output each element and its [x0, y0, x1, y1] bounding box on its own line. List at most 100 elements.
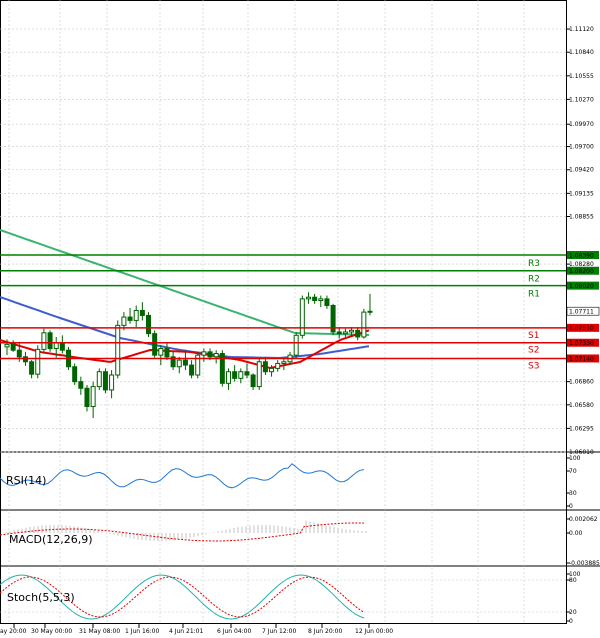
candle-body	[312, 296, 318, 302]
x-tick-label: 8 Jun 20:00	[308, 628, 342, 635]
candle-body	[164, 348, 170, 358]
ma-green-line	[0, 229, 370, 336]
candle-body	[176, 359, 182, 368]
y-tick-label: 1.10270	[569, 96, 594, 103]
candle-body	[47, 332, 53, 350]
candle-body	[269, 367, 275, 373]
candle-body	[213, 353, 219, 358]
candle-body	[170, 356, 176, 368]
candle-body	[342, 331, 348, 335]
candle-body	[281, 361, 287, 364]
macd-signal-line	[0, 522, 365, 542]
candle-body	[330, 304, 336, 333]
stoch-label: Stoch(5,5,3)	[7, 591, 75, 604]
rsi-tick-label: 30	[569, 490, 577, 497]
candle-body	[146, 314, 152, 335]
level-value-s2: 1.07330	[569, 340, 594, 347]
candle-body	[262, 361, 268, 373]
candle-body	[90, 386, 96, 407]
candle-body	[250, 374, 256, 388]
candle-body	[16, 349, 22, 358]
y-tick-label: 1.09970	[569, 121, 594, 128]
level-name-s3: S3	[528, 361, 539, 371]
candle-body	[53, 342, 59, 350]
x-tick-label: 31 May 08:00	[79, 628, 120, 635]
candle-body	[324, 298, 330, 306]
candle-body	[318, 298, 324, 302]
rsi-tick-label: 70	[569, 468, 577, 475]
x-tick-label: 6 Jun 04:00	[217, 628, 251, 635]
level-tag-r2	[567, 266, 599, 275]
level-name-r2: R2	[528, 275, 540, 285]
y-tick-label: 1.08280	[569, 261, 594, 268]
current-price-tag	[566, 306, 600, 316]
candle-body	[115, 324, 121, 376]
current-price-label: 1.07711	[569, 309, 594, 316]
level-value-s1: 1.07510	[569, 325, 594, 332]
chart-frame	[0, 0, 567, 624]
candle-body	[139, 309, 145, 316]
candle-body	[275, 362, 281, 369]
rsi-tick-label: 0	[569, 503, 573, 510]
candle-body	[121, 316, 127, 326]
x-tick-label: ay 20:00	[0, 628, 27, 635]
level-value-s3: 1.07140	[569, 356, 594, 363]
candle-body	[293, 334, 299, 356]
x-tick-label: 1 Jun 16:00	[125, 628, 159, 635]
y-tick-label: 1.10840	[569, 49, 594, 56]
y-tick-label: 1.06010	[569, 449, 594, 456]
y-tick-label: 1.09135	[569, 190, 594, 197]
candle-body	[207, 351, 213, 358]
candle-body	[84, 387, 90, 407]
candle-body	[305, 296, 311, 300]
stoch-tick-label: 20	[569, 609, 577, 616]
candle-body	[349, 329, 355, 333]
rsi-label: RSI(14)	[6, 474, 46, 487]
candle-body	[96, 371, 102, 388]
candle-body	[78, 381, 84, 389]
stoch-tick-label: 0	[569, 618, 573, 625]
candle-body	[299, 298, 305, 336]
stoch-tick-label: 80	[569, 577, 577, 584]
x-tick-label: 7 Jun 12:00	[262, 628, 296, 635]
y-tick-label: 1.10555	[569, 73, 594, 80]
macd-tick-label: -0.003885	[569, 560, 600, 567]
candle-body	[367, 310, 373, 313]
macd-label: MACD(12,26,9)	[9, 533, 93, 546]
y-tick-label: 1.06580	[569, 402, 594, 409]
rsi-line	[0, 463, 365, 489]
stoch-d-line	[0, 576, 365, 618]
y-tick-label: 1.09420	[569, 167, 594, 174]
candle-body	[158, 348, 164, 356]
candle-body	[133, 309, 139, 321]
y-tick-label: 1.06295	[569, 425, 594, 432]
candle-body	[22, 356, 28, 363]
rsi-tick-label: 100	[569, 455, 581, 462]
candle-body	[10, 343, 16, 351]
macd-tick-label: 0.002062	[569, 516, 598, 523]
candle-body	[225, 371, 231, 384]
candle-body	[41, 332, 47, 350]
level-name-r3: R3	[528, 259, 540, 269]
candle-body	[72, 366, 78, 383]
candle-body	[4, 343, 10, 348]
x-tick-label: 4 Jun 21:01	[169, 628, 203, 635]
candle-body	[182, 359, 188, 366]
candle-body	[244, 371, 250, 376]
candle-body	[29, 361, 35, 375]
candle-body	[127, 316, 133, 321]
level-tag-s1	[567, 323, 599, 332]
level-name-s1: S1	[528, 331, 539, 341]
level-tag-r3	[567, 251, 599, 260]
level-tag-s2	[567, 338, 599, 347]
stoch-tick-label: 100	[569, 571, 581, 578]
level-value-r3: 1.08390	[569, 252, 594, 259]
ma-blue-line	[0, 296, 370, 360]
level-name-s2: S2	[528, 346, 539, 356]
candle-body	[35, 348, 41, 375]
candle-body	[152, 333, 158, 356]
level-tag-s3	[567, 354, 599, 363]
y-tick-label: 1.11120	[569, 26, 594, 33]
candle-body	[189, 364, 195, 376]
